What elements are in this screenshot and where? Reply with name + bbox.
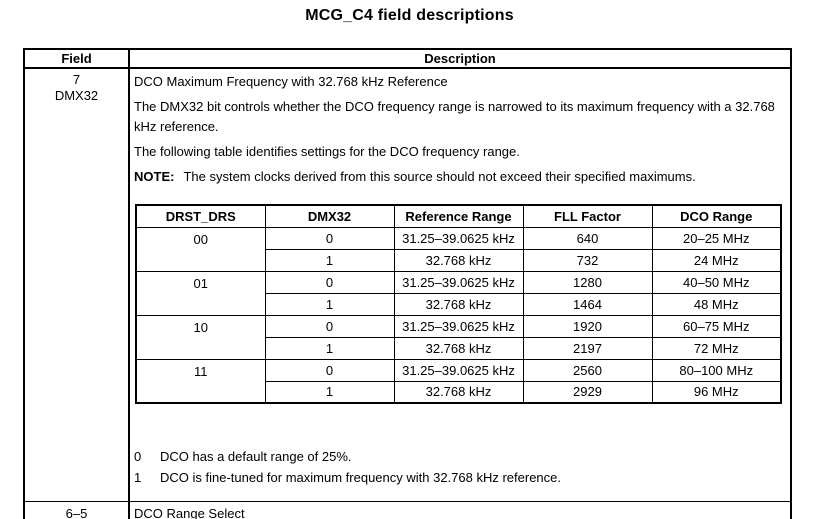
dmx32-cell: 1 bbox=[264, 248, 395, 272]
reference-range-cell: 31.25–39.0625 kHz bbox=[393, 358, 524, 382]
dmx32-cell: 1 bbox=[264, 292, 395, 316]
description-paragraph: The DMX32 bit controls whether the DCO f… bbox=[134, 99, 775, 134]
dco-range-cell: 96 MHz bbox=[651, 380, 782, 404]
fll-factor-cell: 1464 bbox=[522, 292, 653, 316]
table-row: 10 0 31.25–39.0625 kHz 1920 60–75 MHz bbox=[135, 314, 782, 360]
table-row-dco-range-select: 6–5 DCO Range Select bbox=[23, 500, 792, 519]
field-cell-drs: 6–5 bbox=[23, 500, 130, 519]
fll-factor-cell: 2560 bbox=[522, 358, 653, 382]
footnote-value: 0 bbox=[134, 449, 142, 464]
dco-range-cell: 72 MHz bbox=[651, 336, 782, 360]
field-column-header: Field bbox=[23, 48, 130, 69]
dmx32-cell: 0 bbox=[264, 226, 395, 250]
reference-range-cell: 32.768 kHz bbox=[393, 248, 524, 272]
fll-factor-cell: 1920 bbox=[522, 314, 653, 338]
dmx32-cell: 0 bbox=[264, 270, 395, 294]
drst-cell: 00 bbox=[135, 226, 266, 272]
footnote-text: DCO is fine-tuned for maximum frequency … bbox=[160, 470, 562, 485]
reference-range-cell: 31.25–39.0625 kHz bbox=[393, 270, 524, 294]
dco-range-cell: 24 MHz bbox=[651, 248, 782, 272]
dco-range-header: DCO Range bbox=[651, 204, 782, 228]
fll-factor-cell: 732 bbox=[522, 248, 653, 272]
field-bit-number: 7 bbox=[72, 72, 81, 87]
description-cell-drs: DCO Range Select bbox=[128, 500, 792, 519]
dco-settings-table: DRST_DRS DMX32 Reference Range FLL Facto… bbox=[135, 204, 782, 404]
drst-cell: 11 bbox=[135, 358, 266, 404]
table-row: 1 32.768 kHz 1464 48 MHz bbox=[136, 292, 782, 316]
description-column-header: Description bbox=[128, 48, 792, 69]
table-header-row: Field Description bbox=[23, 48, 792, 69]
description-cell-dmx32: DCO Maximum Frequency with 32.768 kHz Re… bbox=[128, 67, 792, 502]
reference-range-cell: 31.25–39.0625 kHz bbox=[393, 314, 524, 338]
drst-cell: 01 bbox=[135, 270, 266, 316]
drst-drs-header: DRST_DRS bbox=[135, 204, 266, 228]
footnote-value: 1 bbox=[134, 470, 142, 485]
footnote-1: 1 DCO is fine-tuned for maximum frequenc… bbox=[134, 467, 782, 488]
reference-range-cell: 31.25–39.0625 kHz bbox=[393, 226, 524, 250]
table-row-dmx32: 7 DMX32 DCO Maximum Frequency with 32.76… bbox=[23, 67, 792, 502]
note-text: The system clocks derived from this sour… bbox=[183, 169, 696, 184]
note-paragraph: NOTE: The system clocks derived from this… bbox=[134, 167, 782, 187]
note-label: NOTE: bbox=[134, 169, 175, 184]
fll-factor-cell: 1280 bbox=[522, 270, 653, 294]
dmx32-cell: 1 bbox=[264, 336, 395, 360]
table-row: 00 0 31.25–39.0625 kHz 640 20–25 MHz bbox=[135, 226, 782, 272]
dco-range-cell: 60–75 MHz bbox=[651, 314, 782, 338]
document-page: MCG_C4 field descriptions Field Descript… bbox=[0, 7, 819, 519]
footnote-text: DCO has a default range of 25%. bbox=[160, 449, 352, 464]
table-row: 11 0 31.25–39.0625 kHz 2560 80–100 MHz bbox=[135, 358, 782, 404]
field-descriptions-table: Field Description 7 DMX32 DCO Maximum Fr… bbox=[23, 48, 792, 519]
fll-factor-header: FLL Factor bbox=[522, 204, 653, 228]
dco-range-cell: 80–100 MHz bbox=[651, 358, 782, 382]
page-title: MCG_C4 field descriptions bbox=[305, 7, 514, 24]
dmx32-cell: 0 bbox=[264, 314, 395, 338]
reference-range-cell: 32.768 kHz bbox=[393, 292, 524, 316]
table-row: 01 0 31.25–39.0625 kHz 1280 40–50 MHz bbox=[135, 270, 782, 316]
reference-range-cell: 32.768 kHz bbox=[393, 380, 524, 404]
field-cell-dmx32: 7 DMX32 bbox=[23, 67, 130, 502]
dmx32-cell: 0 bbox=[264, 358, 395, 382]
footnote-0: 0 DCO has a default range of 25%. bbox=[134, 446, 782, 467]
reference-range-header: Reference Range bbox=[393, 204, 524, 228]
dco-range-cell: 20–25 MHz bbox=[651, 226, 782, 250]
dco-range-cell: 48 MHz bbox=[651, 292, 782, 316]
fll-factor-cell: 2929 bbox=[522, 380, 653, 404]
drst-cell: 10 bbox=[135, 314, 266, 360]
fll-factor-cell: 640 bbox=[522, 226, 653, 250]
dmx32-cell: 1 bbox=[264, 380, 395, 404]
value-footnotes: 0 DCO has a default range of 25%. 1 DCO … bbox=[134, 446, 782, 488]
description-paragraph: The following table identifies settings … bbox=[134, 144, 520, 159]
reference-range-cell: 32.768 kHz bbox=[393, 336, 524, 360]
fll-factor-cell: 2197 bbox=[522, 336, 653, 360]
field-bit-name: DMX32 bbox=[54, 88, 99, 103]
dco-range-cell: 40–50 MHz bbox=[651, 270, 782, 294]
dco-table-header-row: DRST_DRS DMX32 Reference Range FLL Facto… bbox=[135, 204, 782, 228]
table-row: 1 32.768 kHz 2929 96 MHz bbox=[136, 380, 782, 404]
description-heading: DCO Maximum Frequency with 32.768 kHz Re… bbox=[134, 74, 448, 89]
dmx32-header: DMX32 bbox=[264, 204, 395, 228]
